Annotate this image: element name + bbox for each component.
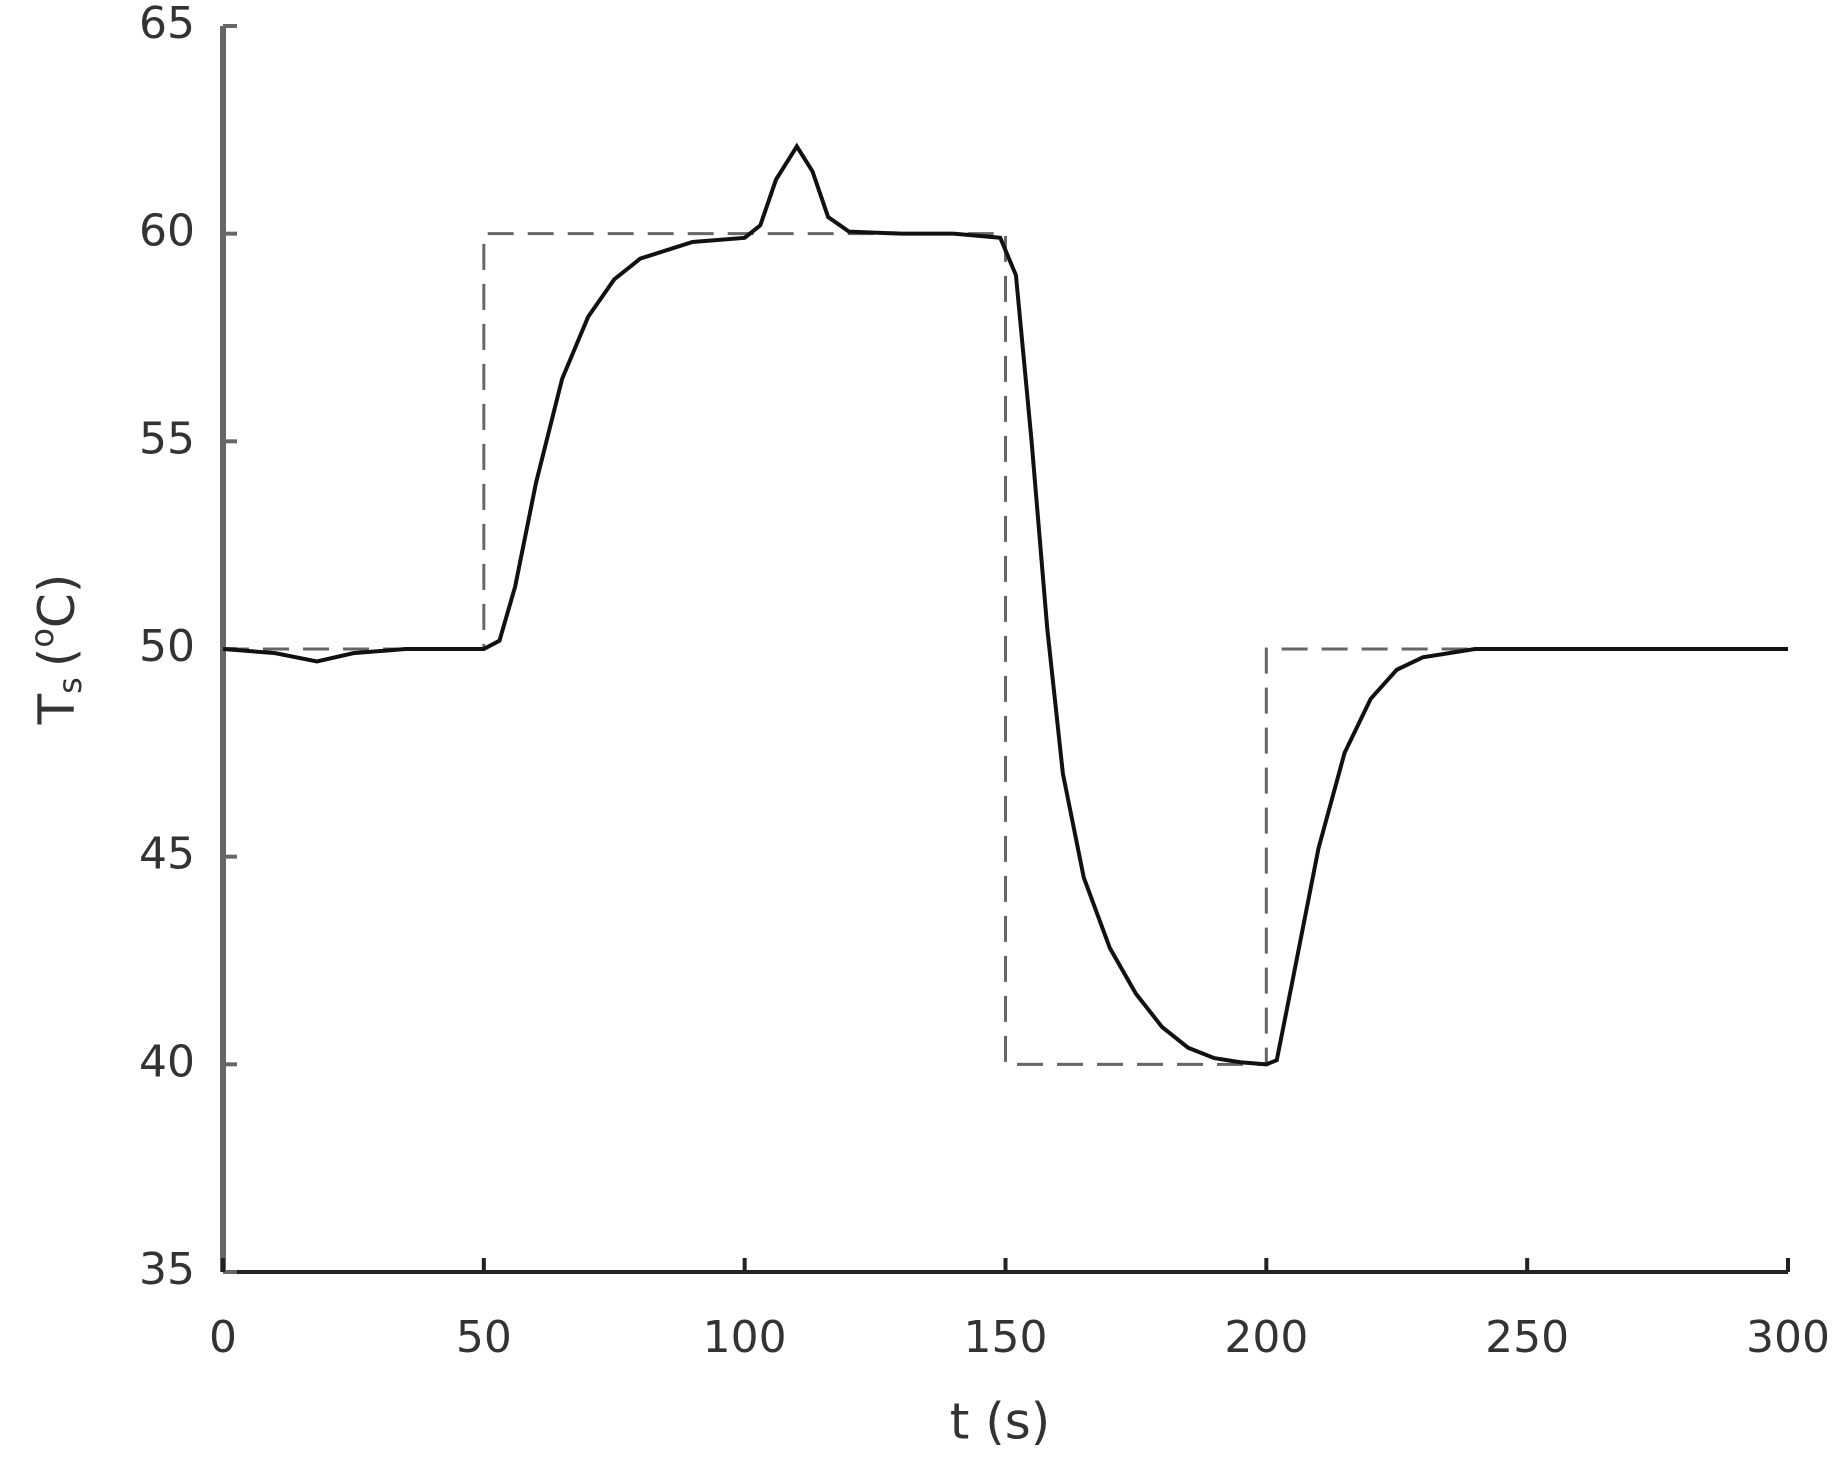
y-tick-label: 65: [139, 0, 195, 49]
x-tick-label: 0: [209, 1312, 237, 1363]
y-title-main: T: [28, 693, 86, 725]
x-tick-label: 150: [964, 1312, 1048, 1363]
y-tick-label: 40: [139, 1036, 195, 1087]
y-tick-label: 50: [139, 621, 195, 672]
series-line: [222, 142, 1788, 1067]
x-tick-label: 200: [1224, 1312, 1308, 1363]
x-tick-label: 50: [456, 1312, 512, 1363]
y-title-rest: C): [28, 574, 86, 628]
y-title-sup: o: [23, 628, 61, 648]
y-tick-label: 45: [139, 829, 195, 880]
x-tick-label: 100: [703, 1312, 787, 1363]
x-tick-label: 300: [1746, 1312, 1830, 1363]
x-axis-title: t (s): [950, 1393, 1051, 1451]
y-title-open: (: [28, 648, 86, 668]
y-tick-label: 35: [139, 1244, 195, 1295]
y-axis-title: Ts (oC): [23, 574, 89, 726]
y-tick-label: 55: [139, 413, 195, 464]
x-tick-label: 250: [1485, 1312, 1569, 1363]
series-line: [223, 232, 1788, 1066]
y-tick-label: 60: [139, 206, 195, 257]
y-title-sub: s: [51, 677, 89, 694]
